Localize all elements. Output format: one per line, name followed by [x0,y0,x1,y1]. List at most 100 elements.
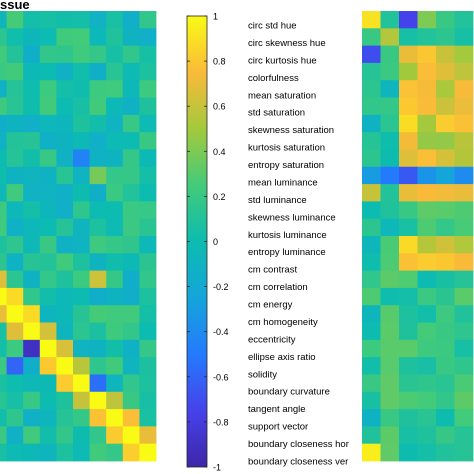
heatmap-cell [417,80,437,98]
heatmap-cell [23,45,41,64]
heatmap-cell [380,236,400,254]
colorbar-tick-label: 0.2 [213,192,226,202]
heatmap-cell [23,409,41,427]
heatmap-cell [6,443,24,462]
heatmap-cell [417,45,437,64]
feature-label: entropy saturation [248,160,324,171]
heatmap-cell [23,305,41,323]
heatmap-cell [106,114,124,133]
heatmap-cell [436,391,455,410]
heatmap-cell [89,149,107,168]
heatmap-cell [399,409,418,427]
heatmap-cell [417,409,437,427]
heatmap-cell [0,339,7,358]
heatmap-cell [454,374,474,393]
heatmap-cell [436,149,455,168]
heatmap-cell [417,149,437,168]
heatmap-cell [417,218,437,237]
heatmap-cell [73,184,90,202]
heatmap-cell [139,28,157,47]
feature-label: mean saturation [248,90,316,101]
heatmap-cell [417,236,437,254]
colorbar-tick-label: 0.8 [213,57,226,67]
heatmap-right [362,11,474,462]
heatmap-cell [6,97,24,116]
heatmap-cell [56,218,74,237]
feature-label: ellipse axis ratio [248,352,316,363]
feature-label: colorfulness [248,73,299,84]
feature-label: skewness saturation [248,125,334,136]
heatmap-cell [139,322,157,341]
heatmap-cell [89,218,107,237]
heatmap-cell [454,184,474,202]
heatmap-cell [454,305,474,323]
heatmap-cell [122,28,140,47]
heatmap-cell [73,270,90,289]
heatmap-cell [436,45,455,64]
feature-label: cm energy [248,300,293,311]
heatmap-cell [73,305,90,323]
heatmap-cell [106,409,124,427]
heatmap-cell [6,114,24,133]
heatmap-cell [89,426,107,445]
heatmap-cell [56,11,74,29]
heatmap-cell [399,201,418,220]
heatmap-cell [139,218,157,237]
heatmap-cell [399,166,418,185]
heatmap-cell [454,391,474,410]
heatmap-cell [39,62,57,81]
heatmap-cell [0,184,7,202]
heatmap-cell [106,391,124,410]
heatmap-cell [89,166,107,185]
heatmap-cell [362,132,381,150]
heatmap-cell [399,374,418,393]
heatmap-cell [39,132,57,150]
heatmap-cell [23,287,41,306]
heatmap-cell [399,149,418,168]
colorbar-tick-label: -0.6 [213,372,229,382]
heatmap-cell [417,443,437,462]
heatmap-cell [106,201,124,220]
heatmap-cell [454,97,474,116]
feature-label: std saturation [248,108,305,119]
feature-label: cm contrast [248,265,297,276]
heatmap-cell [139,80,157,98]
heatmap-cell [362,45,381,64]
heatmap-cell [417,253,437,272]
heatmap-left [0,11,157,462]
heatmap-cell [23,218,41,237]
heatmap-cell [417,391,437,410]
heatmap-cell [73,80,90,98]
heatmap-cell [73,374,90,393]
heatmap-cell [0,97,7,116]
heatmap-cell [436,236,455,254]
heatmap-cell [0,443,7,462]
colorbar-tick-label: 1 [213,12,218,22]
heatmap-cell [362,270,381,289]
heatmap-cell [56,374,74,393]
heatmap-cell [56,97,74,116]
colorbar-tick-label: -1 [213,463,221,473]
heatmap-cell [122,305,140,323]
heatmap-cell [6,218,24,237]
heatmap-cell [417,270,437,289]
heatmap-cell [73,322,90,341]
heatmap-cell [399,270,418,289]
heatmap-cell [380,391,400,410]
heatmap-cell [380,374,400,393]
heatmap-cell [56,201,74,220]
heatmap-cell [399,114,418,133]
heatmap-cell [399,80,418,98]
heatmap-cell [454,339,474,358]
heatmap-cell [399,45,418,64]
heatmap-cell [106,11,124,29]
heatmap-cell [139,270,157,289]
heatmap-cell [89,114,107,133]
heatmap-cell [436,184,455,202]
heatmap-cell [436,322,455,341]
heatmap-cell [6,339,24,358]
heatmap-cell [89,305,107,323]
heatmap-cell [106,236,124,254]
heatmap-cell [139,391,157,410]
heatmap-cell [436,253,455,272]
